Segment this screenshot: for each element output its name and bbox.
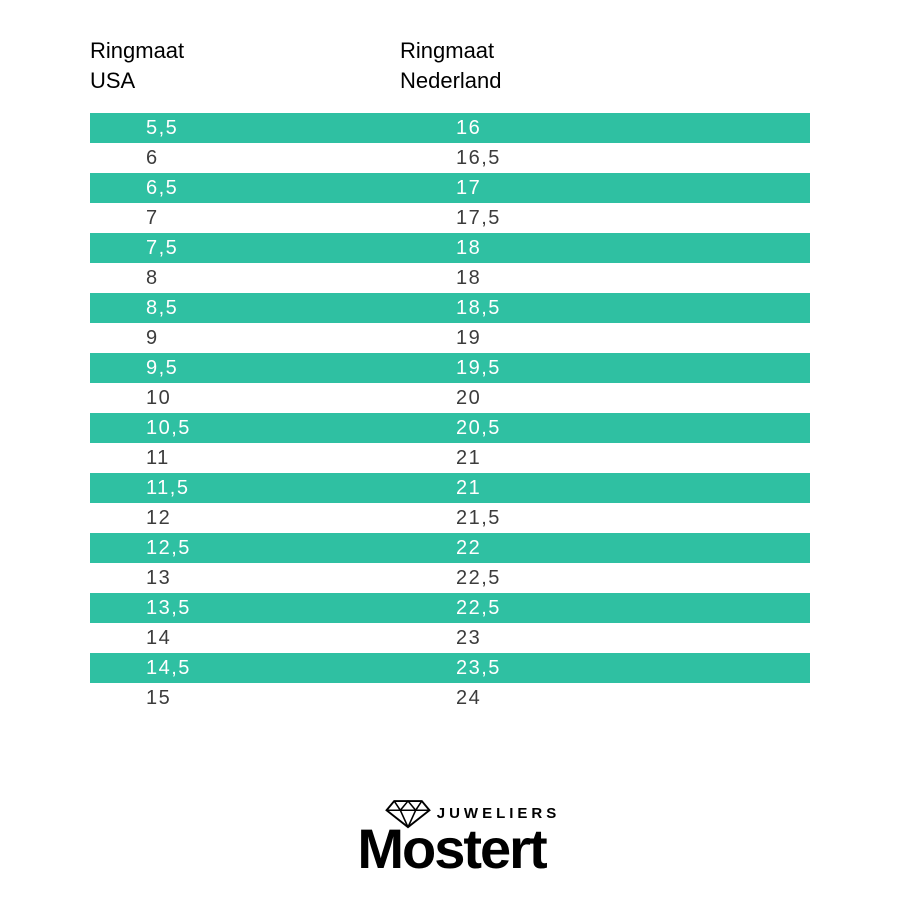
header-line: Ringmaat (400, 36, 710, 66)
cell-nederland: 16 (400, 117, 710, 140)
cell-usa: 13 (90, 567, 400, 590)
cell-usa: 12,5 (90, 537, 400, 560)
column-header-usa: Ringmaat USA (90, 36, 400, 95)
table-row: 7,518 (90, 233, 810, 263)
cell-usa: 6 (90, 147, 400, 170)
table-row: 13,522,5 (90, 593, 810, 623)
cell-nederland: 20,5 (400, 417, 710, 440)
cell-usa: 8,5 (90, 297, 400, 320)
cell-nederland: 23 (400, 627, 710, 650)
table-row: 616,5 (90, 143, 810, 173)
table-row: 5,516 (90, 113, 810, 143)
cell-usa: 14 (90, 627, 400, 650)
cell-usa: 7,5 (90, 237, 400, 260)
cell-usa: 10 (90, 387, 400, 410)
logo-main-text: Mostert (343, 821, 561, 877)
header-line: Nederland (400, 66, 710, 96)
table-row: 6,517 (90, 173, 810, 203)
table-row: 1020 (90, 383, 810, 413)
cell-usa: 7 (90, 207, 400, 230)
table-row: 1524 (90, 683, 810, 713)
header-line: USA (90, 66, 400, 96)
cell-usa: 6,5 (90, 177, 400, 200)
cell-nederland: 16,5 (400, 147, 710, 170)
table-headers: Ringmaat USA Ringmaat Nederland (90, 36, 813, 95)
cell-nederland: 24 (400, 687, 710, 710)
table-row: 1322,5 (90, 563, 810, 593)
cell-usa: 11,5 (90, 477, 400, 500)
column-header-nederland: Ringmaat Nederland (400, 36, 710, 95)
table-row: 14,523,5 (90, 653, 810, 683)
table-row: 1423 (90, 623, 810, 653)
table-row: 717,5 (90, 203, 810, 233)
cell-usa: 9 (90, 327, 400, 350)
table-row: 1121 (90, 443, 810, 473)
table-row: 919 (90, 323, 810, 353)
cell-nederland: 23,5 (400, 657, 710, 680)
cell-usa: 8 (90, 267, 400, 290)
cell-nederland: 22,5 (400, 567, 710, 590)
cell-usa: 11 (90, 447, 400, 470)
table-row: 1221,5 (90, 503, 810, 533)
page-root: Ringmaat USA Ringmaat Nederland 5,516616… (0, 0, 903, 903)
cell-nederland: 21 (400, 477, 710, 500)
cell-nederland: 17 (400, 177, 710, 200)
cell-nederland: 19 (400, 327, 710, 350)
cell-nederland: 18 (400, 237, 710, 260)
ring-size-table: 5,516616,56,517717,57,5188188,518,59199,… (90, 113, 810, 713)
cell-nederland: 21 (400, 447, 710, 470)
cell-usa: 9,5 (90, 357, 400, 380)
cell-usa: 12 (90, 507, 400, 530)
cell-nederland: 19,5 (400, 357, 710, 380)
cell-usa: 14,5 (90, 657, 400, 680)
table-row: 11,521 (90, 473, 810, 503)
cell-usa: 5,5 (90, 117, 400, 140)
brand-logo: JUWELIERS Mostert (343, 798, 561, 877)
cell-usa: 13,5 (90, 597, 400, 620)
cell-nederland: 20 (400, 387, 710, 410)
cell-nederland: 22 (400, 537, 710, 560)
cell-nederland: 17,5 (400, 207, 710, 230)
logo-container: JUWELIERS Mostert (0, 798, 903, 877)
cell-nederland: 21,5 (400, 507, 710, 530)
cell-usa: 15 (90, 687, 400, 710)
cell-nederland: 18,5 (400, 297, 710, 320)
cell-usa: 10,5 (90, 417, 400, 440)
cell-nederland: 22,5 (400, 597, 710, 620)
header-line: Ringmaat (90, 36, 400, 66)
table-row: 10,520,5 (90, 413, 810, 443)
table-row: 12,522 (90, 533, 810, 563)
table-row: 9,519,5 (90, 353, 810, 383)
table-row: 818 (90, 263, 810, 293)
cell-nederland: 18 (400, 267, 710, 290)
table-row: 8,518,5 (90, 293, 810, 323)
